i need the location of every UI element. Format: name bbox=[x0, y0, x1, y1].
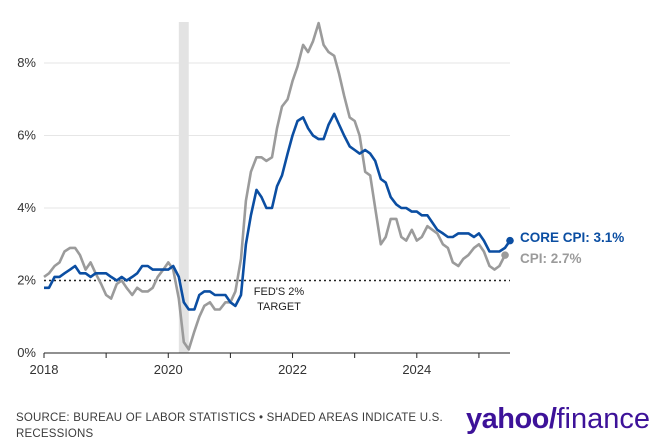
logo-product: finance bbox=[556, 403, 650, 435]
x-tick-label: 2020 bbox=[154, 362, 183, 377]
y-axis-tick-labels: 0% 2% 4% 6% 8% bbox=[17, 55, 36, 360]
cpi-end-label: CPI: 2.7% bbox=[520, 251, 582, 266]
y-tick-label: 8% bbox=[17, 55, 36, 70]
series-lines bbox=[43, 21, 514, 351]
core-cpi-line bbox=[44, 112, 512, 311]
recession-shading bbox=[178, 22, 189, 353]
source-note: SOURCE: BUREAU OF LABOR STATISTICS • SHA… bbox=[16, 412, 443, 440]
fed-target-label-line1: FED'S 2% bbox=[254, 286, 305, 298]
y-tick-label: 0% bbox=[17, 345, 36, 360]
cpi-line bbox=[43, 21, 507, 351]
series-end-labels: CPI: 2.7% CORE CPI: 3.1% bbox=[520, 230, 624, 266]
yahoo-finance-logo: yahoo/finance bbox=[466, 404, 650, 434]
y-tick-label: 2% bbox=[17, 273, 36, 288]
y-tick-label: 4% bbox=[17, 200, 36, 215]
x-tick-label: 2022 bbox=[278, 362, 307, 377]
logo-slash: / bbox=[548, 403, 557, 435]
fed-target-label-line2: TARGET bbox=[257, 301, 301, 313]
x-tick-label: 2024 bbox=[402, 362, 431, 377]
x-axis-ticks: 2018 2020 2022 2024 bbox=[30, 353, 480, 377]
core-cpi-end-label: CORE CPI: 3.1% bbox=[520, 230, 624, 245]
y-tick-label: 6% bbox=[17, 128, 36, 143]
cpi-line-chart: 0% 2% 4% 6% 8% 2018 2020 2022 2024 FED'S 2% TAR… bbox=[17, 21, 624, 377]
cpi-end-point bbox=[501, 251, 509, 259]
x-tick-label: 2018 bbox=[30, 362, 59, 377]
core-cpi-end-point bbox=[506, 236, 514, 245]
logo-brand: yahoo bbox=[466, 403, 549, 435]
